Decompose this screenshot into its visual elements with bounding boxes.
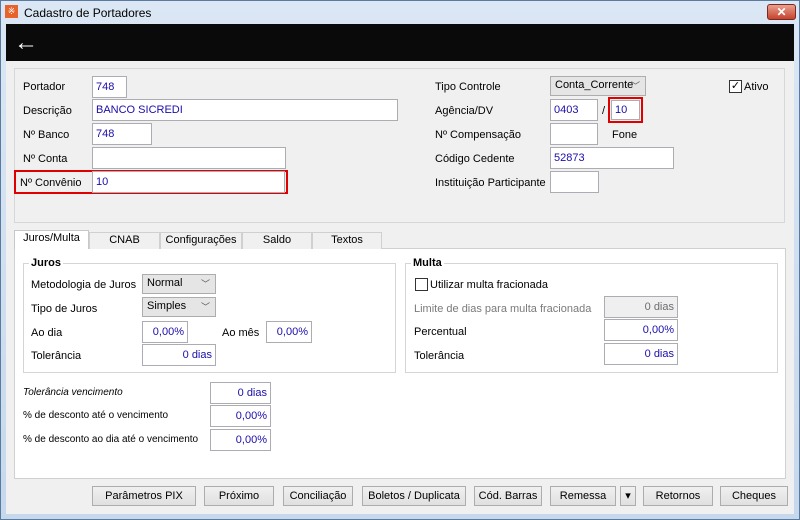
percentual-input[interactable]: 0,00% [604,319,678,341]
desc-dia-input[interactable]: 0,00% [210,429,271,451]
conciliacao-button[interactable]: Conciliação [283,486,353,506]
desc-dia-label: % de desconto ao dia até o vencimento [23,434,199,445]
proximo-button[interactable]: Próximo [204,486,274,506]
multa-tolerancia-label: Tolerância [414,350,465,362]
nconta-label: Nº Conta [23,153,68,165]
fone-label: Fone [612,129,638,141]
multa-fracionada-label: Utilizar multa fracionada [430,279,548,291]
tipo-juros-label: Tipo de Juros [31,303,98,315]
tab-configuracoes[interactable]: Configurações [160,232,242,249]
portador-label: Portador [23,81,66,93]
codigo-cedente-input[interactable]: 52873 [550,147,674,169]
multa-fracionada-checkbox[interactable] [415,278,428,291]
cheques-button[interactable]: Cheques [720,486,788,506]
limite-input[interactable]: 0 dias [604,296,678,318]
ncompensacao-label: Nº Compensação [435,129,521,141]
multa-title: Multa [411,257,444,269]
tipo-juros-select[interactable]: Simples ﹀ [142,297,216,317]
tab-saldo[interactable]: Saldo [242,232,312,249]
window-title: Cadastro de Portadores [24,6,152,20]
boletos-duplicata-button[interactable]: Boletos / Duplicata [362,486,466,506]
instituicao-input[interactable] [550,171,599,193]
tipo-controle-label: Tipo Controle [435,81,501,93]
cod-barras-button[interactable]: Cód. Barras [474,486,542,506]
app-icon: ※ [5,5,18,18]
agencia-separator: / [602,105,606,117]
tab-cnab[interactable]: CNAB [89,232,160,249]
desc-venc-label: % de desconto até o vencimento [23,410,169,421]
remessa-dropdown-arrow-icon[interactable]: ▾ [620,486,636,506]
nconta-input[interactable] [92,147,286,169]
ao-dia-input[interactable]: 0,00% [142,321,188,343]
percentual-label: Percentual [414,326,467,338]
portador-input[interactable]: 748 [92,76,127,98]
ao-mes-label: Ao mês [222,327,260,339]
tipo-controle-value: Conta_Corrente [555,79,634,91]
header-bar [6,24,794,61]
remessa-button[interactable]: Remessa [550,486,616,506]
tipo-controle-select[interactable]: Conta_Corrente ﹀ [550,76,646,96]
parametros-pix-button[interactable]: Parâmetros PIX [92,486,196,506]
descricao-input[interactable]: BANCO SICREDI [92,99,398,121]
agencia-input[interactable]: 0403 [550,99,598,121]
ncompensacao-input[interactable] [550,123,598,145]
multa-tolerancia-input[interactable]: 0 dias [604,343,678,365]
multa-group [405,263,778,373]
nconvenio-label: Nº Convênio [20,177,82,189]
metodologia-label: Metodologia de Juros [31,279,137,291]
chevron-down-icon: ﹀ [630,81,640,91]
desc-venc-input[interactable]: 0,00% [210,405,271,427]
codigo-cedente-label: Código Cedente [435,153,515,165]
dv-input[interactable]: 10 [611,100,640,120]
metodologia-select[interactable]: Normal ﹀ [142,274,216,294]
ativo-label: Ativo [744,81,769,93]
tab-textos[interactable]: Textos [312,232,382,249]
tol-venc-input[interactable]: 0 dias [210,382,271,404]
ao-dia-label: Ao dia [31,327,63,339]
juros-title: Juros [29,257,63,269]
descricao-label: Descrição [23,105,72,117]
juros-tolerancia-label: Tolerância [31,350,82,362]
instituicao-label: Instituição Participante [435,177,546,189]
highlight-dv [608,97,643,123]
ao-mes-input[interactable]: 0,00% [266,321,312,343]
tipo-juros-value: Simples [147,300,187,312]
chevron-down-icon: ﹀ [200,302,210,312]
nconvenio-input[interactable]: 10 [92,171,285,193]
details-panel [14,68,785,223]
close-button[interactable]: ✕ [767,4,796,20]
retornos-button[interactable]: Retornos [643,486,713,506]
agencia-label: Agência/DV [435,105,494,117]
metodologia-value: Normal [147,277,183,289]
tab-juros-multa[interactable]: Juros/Multa [14,230,89,249]
chevron-down-icon: ﹀ [200,279,210,289]
ativo-checkbox[interactable]: ✓ [729,80,742,93]
tol-venc-label: Tolerância vencimento [23,387,123,398]
limite-label: Limite de dias para multa fracionada [414,303,592,315]
nbanco-input[interactable]: 748 [92,123,152,145]
nbanco-label: Nº Banco [23,129,70,141]
back-arrow-icon[interactable]: ← [14,29,38,56]
juros-group [23,263,396,373]
juros-tolerancia-input[interactable]: 0 dias [142,344,216,366]
